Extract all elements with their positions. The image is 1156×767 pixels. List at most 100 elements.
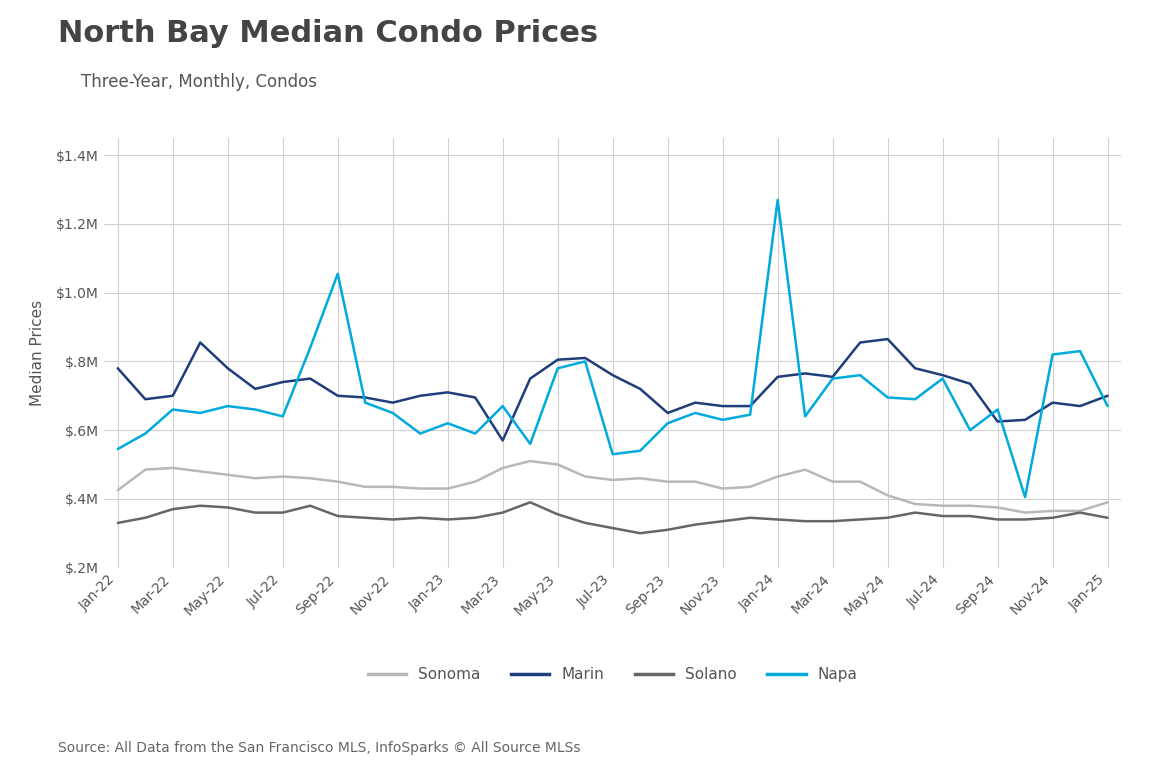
Sonoma xyxy=(881,491,895,500)
Sonoma xyxy=(991,503,1005,512)
Text: Three-Year, Monthly, Condos: Three-Year, Monthly, Condos xyxy=(81,73,317,91)
Text: Source: All Data from the San Francisco MLS, InfoSparks © All Source MLSs: Source: All Data from the San Francisco … xyxy=(58,742,580,755)
Marin xyxy=(935,370,949,380)
Marin xyxy=(165,391,179,400)
Solano xyxy=(358,513,372,522)
Solano xyxy=(139,513,153,522)
Napa xyxy=(633,446,647,456)
Marin xyxy=(550,355,564,364)
Sonoma xyxy=(524,456,538,466)
Napa xyxy=(1101,401,1114,410)
Sonoma xyxy=(578,472,592,481)
Solano xyxy=(688,520,702,529)
Y-axis label: Median Prices: Median Prices xyxy=(30,300,45,406)
Solano xyxy=(881,513,895,522)
Solano xyxy=(331,512,344,521)
Sonoma xyxy=(550,460,564,469)
Solano xyxy=(661,525,675,535)
Napa xyxy=(550,364,564,373)
Line: Napa: Napa xyxy=(118,200,1107,497)
Sonoma xyxy=(440,484,454,493)
Napa xyxy=(963,426,977,435)
Line: Marin: Marin xyxy=(118,339,1107,440)
Solano xyxy=(633,528,647,538)
Solano xyxy=(249,508,262,517)
Sonoma xyxy=(221,470,235,479)
Solano xyxy=(825,517,839,526)
Marin xyxy=(716,401,729,410)
Sonoma xyxy=(496,463,510,472)
Marin xyxy=(303,374,317,384)
Napa xyxy=(165,405,179,414)
Solano xyxy=(1018,515,1032,524)
Solano xyxy=(1046,513,1060,522)
Marin xyxy=(496,436,510,445)
Solano xyxy=(716,517,729,526)
Solano xyxy=(606,523,620,532)
Napa xyxy=(935,374,949,384)
Solano xyxy=(468,513,482,522)
Solano xyxy=(303,501,317,510)
Sonoma xyxy=(1101,498,1114,507)
Napa xyxy=(524,439,538,449)
Marin xyxy=(991,417,1005,426)
Napa xyxy=(468,429,482,438)
Napa xyxy=(909,394,922,403)
Marin xyxy=(276,377,290,387)
Sonoma xyxy=(798,465,812,474)
Sonoma xyxy=(825,477,839,486)
Napa xyxy=(111,444,125,453)
Marin xyxy=(386,398,400,407)
Napa xyxy=(881,393,895,402)
Sonoma xyxy=(716,484,729,493)
Line: Sonoma: Sonoma xyxy=(118,461,1107,512)
Napa xyxy=(743,410,757,420)
Napa xyxy=(414,429,428,438)
Marin xyxy=(578,354,592,363)
Marin xyxy=(249,384,262,393)
Sonoma xyxy=(386,482,400,492)
Marin xyxy=(440,388,454,397)
Sonoma xyxy=(276,472,290,481)
Solano xyxy=(165,505,179,514)
Napa xyxy=(606,449,620,459)
Marin xyxy=(221,364,235,373)
Solano xyxy=(798,517,812,526)
Napa xyxy=(331,269,344,278)
Sonoma xyxy=(771,472,785,481)
Marin xyxy=(358,393,372,402)
Solano xyxy=(414,513,428,522)
Solano xyxy=(963,512,977,521)
Sonoma xyxy=(331,477,344,486)
Solano xyxy=(578,518,592,528)
Sonoma xyxy=(1018,508,1032,517)
Napa xyxy=(1046,350,1060,359)
Marin xyxy=(688,398,702,407)
Marin xyxy=(798,369,812,378)
Sonoma xyxy=(606,476,620,485)
Marin xyxy=(963,379,977,388)
Solano xyxy=(771,515,785,524)
Napa xyxy=(303,343,317,352)
Marin xyxy=(853,338,867,347)
Solano xyxy=(440,515,454,524)
Marin xyxy=(468,393,482,402)
Napa xyxy=(249,405,262,414)
Solano xyxy=(1101,513,1114,522)
Sonoma xyxy=(1046,506,1060,515)
Napa xyxy=(991,405,1005,414)
Solano xyxy=(221,503,235,512)
Marin xyxy=(633,384,647,393)
Sonoma xyxy=(139,465,153,474)
Napa xyxy=(798,412,812,421)
Marin xyxy=(1046,398,1060,407)
Napa xyxy=(193,408,207,417)
Napa xyxy=(358,398,372,407)
Marin xyxy=(111,364,125,373)
Napa xyxy=(661,419,675,428)
Marin xyxy=(1073,401,1087,410)
Marin xyxy=(1101,391,1114,400)
Sonoma xyxy=(165,463,179,472)
Sonoma xyxy=(111,486,125,495)
Marin xyxy=(193,338,207,347)
